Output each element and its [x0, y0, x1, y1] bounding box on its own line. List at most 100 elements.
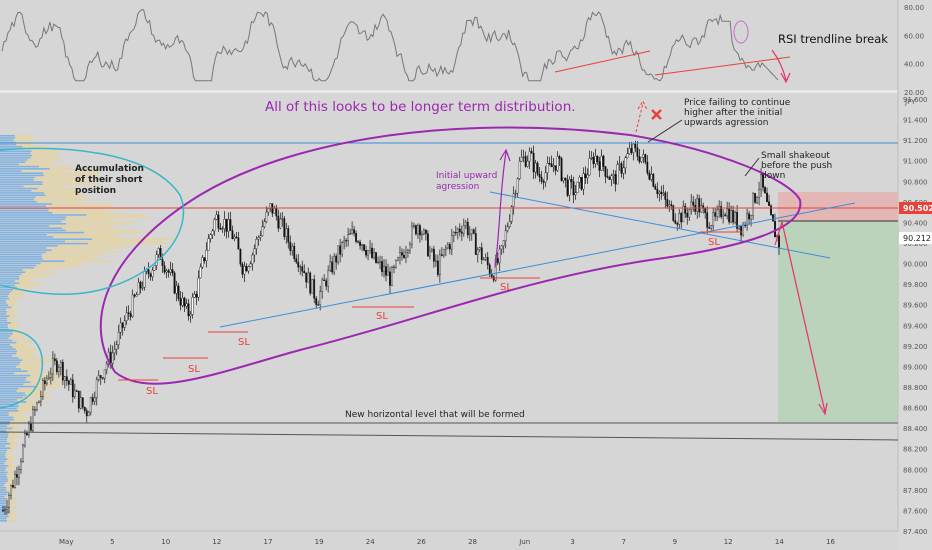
candle — [758, 189, 760, 198]
candle — [351, 229, 353, 234]
candle — [335, 255, 338, 263]
candle — [548, 162, 551, 165]
candle — [49, 373, 52, 378]
candle — [65, 376, 68, 382]
candle — [179, 298, 182, 306]
candle — [500, 245, 503, 250]
candle — [303, 271, 306, 274]
volume-profile-bar — [0, 275, 20, 278]
volume-profile-bar — [0, 181, 43, 183]
volume-profile-bar — [0, 264, 37, 267]
volume-profile-bar — [0, 383, 24, 386]
distribution-annotation: All of this looks to be longer term dist… — [265, 99, 576, 115]
candle — [712, 212, 715, 227]
candle — [732, 210, 735, 223]
candle — [405, 252, 407, 258]
candle — [91, 397, 94, 402]
candle — [686, 213, 689, 218]
volume-profile-bar — [0, 231, 85, 234]
candle — [187, 303, 190, 317]
candle — [684, 205, 687, 214]
candle — [540, 176, 543, 182]
volume-profile-bar — [5, 469, 14, 471]
candle — [387, 271, 389, 276]
candle — [774, 220, 776, 238]
candle — [676, 223, 679, 225]
candle — [34, 409, 36, 411]
candle — [105, 363, 108, 371]
candle — [361, 244, 363, 246]
candle — [241, 263, 244, 275]
candle — [472, 229, 475, 234]
candle — [261, 226, 264, 236]
volume-profile-bar — [49, 225, 113, 227]
volume-profile-bar — [0, 183, 43, 185]
candle — [526, 160, 529, 167]
candle — [20, 461, 22, 470]
volume-profile-bar — [0, 487, 7, 489]
initial-aggression-annotation: Initial upward agression — [436, 171, 500, 192]
volume-profile-bar — [7, 449, 13, 452]
candle — [383, 266, 385, 272]
volume-profile-bar — [6, 451, 13, 454]
candle — [696, 198, 699, 212]
candle — [36, 402, 38, 410]
volume-profile-bar — [8, 434, 19, 436]
volume-profile-bar — [7, 295, 22, 298]
volume-profile-bar — [0, 385, 37, 388]
candle — [197, 277, 200, 298]
candle — [203, 257, 206, 261]
volume-profile-bar — [0, 489, 7, 491]
candle — [389, 271, 391, 286]
time-tick-label: 24 — [366, 538, 375, 546]
candle — [538, 174, 541, 178]
candle — [73, 390, 76, 398]
candle — [273, 208, 276, 214]
volume-profile-bar — [7, 324, 16, 326]
volume-profile-bar — [6, 308, 18, 311]
candle — [566, 179, 569, 196]
candle — [181, 297, 184, 306]
candle — [444, 247, 447, 250]
candle — [608, 177, 611, 180]
candle — [574, 192, 577, 196]
candle — [155, 254, 158, 266]
candle — [484, 257, 487, 260]
volume-profile-bar — [6, 313, 18, 315]
volume-profile-bar — [0, 269, 23, 271]
candle — [251, 254, 254, 265]
volume-profile-bar — [0, 377, 27, 379]
candle — [640, 157, 643, 162]
time-tick-label: 14 — [775, 538, 784, 546]
volume-profile-bar — [16, 390, 46, 392]
candle — [590, 157, 593, 159]
candle — [159, 248, 162, 260]
candle — [275, 208, 278, 217]
time-axis-ticks: May 5 10 12 17 19 24 26 28 Jun 3 7 9 12 14 16 — [59, 538, 835, 546]
candle — [700, 205, 703, 213]
candle — [109, 351, 112, 364]
candle — [327, 269, 330, 287]
time-tick-label: 5 — [110, 538, 114, 546]
volume-profile-bar — [15, 137, 36, 139]
volume-profile-bar — [7, 436, 20, 438]
volume-profile-bar — [7, 438, 13, 441]
candle — [562, 177, 565, 181]
candle — [660, 191, 663, 195]
volume-profile-bar — [46, 234, 120, 236]
volume-profile-bar — [0, 258, 43, 260]
candle — [267, 208, 270, 213]
volume-profile-bar — [0, 418, 15, 421]
volume-profile-bar — [5, 482, 15, 485]
volume-profile-bar — [0, 190, 32, 192]
candle — [742, 224, 744, 236]
volume-profile-bar — [38, 165, 72, 168]
candle — [474, 233, 477, 255]
volume-profile-bar — [35, 196, 88, 199]
volume-profile-bar — [15, 284, 39, 287]
candle — [161, 259, 164, 267]
volume-profile-bar — [0, 154, 33, 157]
candle — [752, 193, 754, 216]
candle — [730, 210, 733, 223]
candle — [41, 380, 44, 397]
